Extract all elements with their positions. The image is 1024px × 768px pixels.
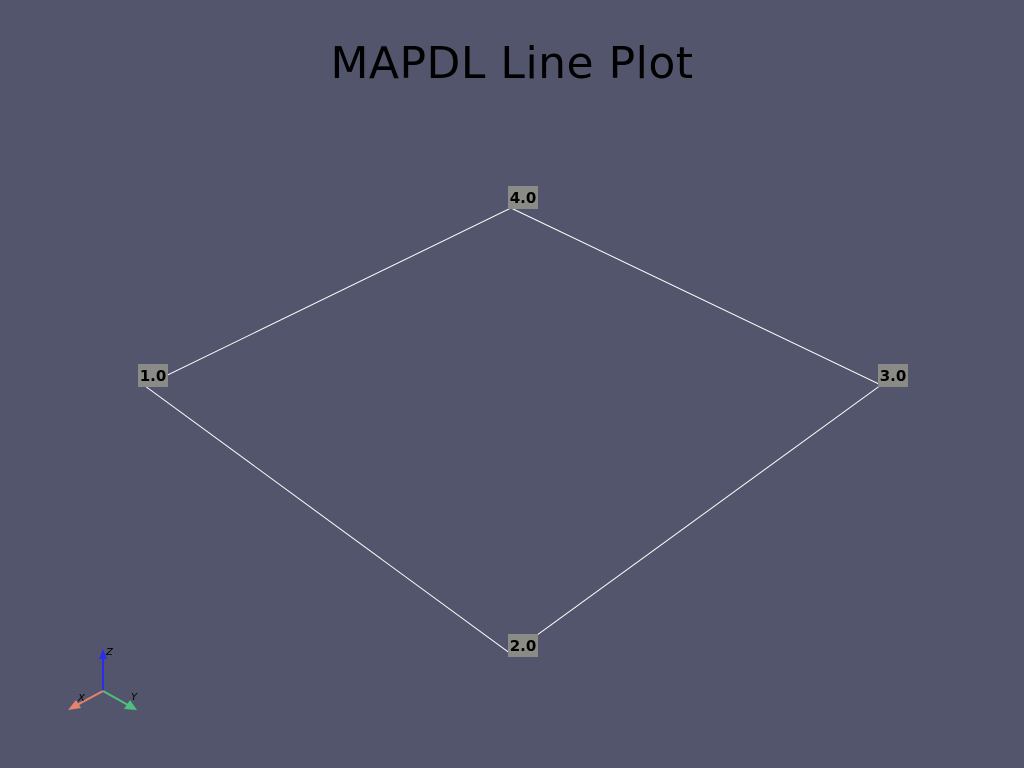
line-segment <box>144 385 512 655</box>
plot-title: MAPDL Line Plot <box>330 38 694 89</box>
keypoint-label-text: 3.0 <box>880 367 907 385</box>
keypoint-label: 3.0 <box>878 364 908 387</box>
line-segment <box>510 384 882 655</box>
keypoint-label-text: 2.0 <box>510 637 537 655</box>
x-axis-arrowhead <box>68 700 81 710</box>
lines-layer <box>144 207 882 655</box>
orientation-axes-widget: Z X Y <box>68 647 138 710</box>
z-axis-label: Z <box>105 647 114 658</box>
line-segment <box>144 207 512 387</box>
keypoint-label-text: 4.0 <box>510 189 537 207</box>
keypoint-label-box <box>508 186 538 209</box>
y-axis-label: Y <box>131 692 138 703</box>
keypoint-label: 1.0 <box>138 364 168 387</box>
keypoint-label-box <box>878 364 908 387</box>
x-axis-label: X <box>77 693 86 704</box>
x-axis-line <box>76 690 104 706</box>
keypoint-label: 4.0 <box>508 186 538 209</box>
keypoint-label: 2.0 <box>508 634 538 657</box>
y-axis-arrowhead <box>124 700 137 710</box>
z-axis-arrowhead <box>99 649 107 659</box>
keypoint-label-text: 1.0 <box>140 367 167 385</box>
keypoint-labels-layer: 1.0 2.0 3.0 4.0 <box>138 186 908 657</box>
keypoint-label-box <box>508 634 538 657</box>
keypoint-label-box <box>138 364 168 387</box>
y-axis-line <box>102 690 129 706</box>
line-segment <box>510 207 882 386</box>
